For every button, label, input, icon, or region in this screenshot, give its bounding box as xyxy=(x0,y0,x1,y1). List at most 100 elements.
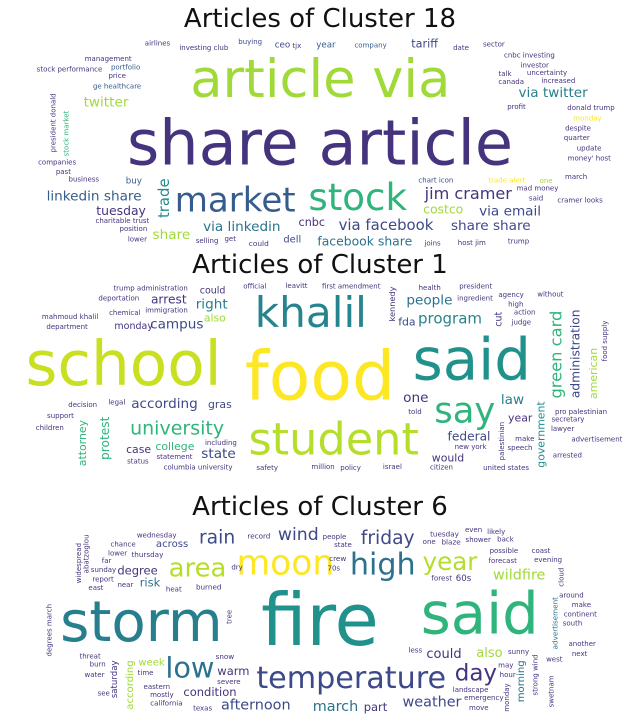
cloud-word: day xyxy=(455,661,497,687)
cloud-word: israel xyxy=(383,463,402,471)
cloud-word: support xyxy=(47,412,74,420)
cloud-word: share xyxy=(153,227,191,243)
cloud-word: selling xyxy=(196,237,219,245)
cloud-word: possible xyxy=(490,547,519,555)
cloud-word: record xyxy=(247,532,270,541)
cloud-word: donald trump xyxy=(567,104,615,112)
cloud-word: back xyxy=(497,536,515,544)
cloud-word: time xyxy=(138,669,154,677)
cloud-word: united states xyxy=(483,464,529,472)
cloud-word: severe xyxy=(217,678,240,686)
cloud-word: march xyxy=(565,173,587,181)
cloud-word: likely xyxy=(487,528,505,536)
cloud-word: student xyxy=(248,414,418,466)
cloud-word: food supply xyxy=(601,321,609,362)
cloud-word: kennedy xyxy=(387,286,397,321)
cloud-word: degrees march xyxy=(46,604,54,657)
cloud-word: wind xyxy=(278,525,319,545)
cloud-word: columbia university xyxy=(164,464,233,472)
cloud-word: uncertainty xyxy=(527,69,567,77)
cloud-word: green card xyxy=(547,311,566,399)
cloud-word: burned xyxy=(196,583,222,592)
cloud-word: food xyxy=(245,338,395,417)
cloud-word: thursday xyxy=(131,550,164,559)
cloud-word: morning xyxy=(516,660,527,702)
cloud-word: president donald xyxy=(50,93,58,152)
cloud-word: eastern xyxy=(144,683,171,691)
cloud-word: date xyxy=(453,44,469,52)
cloud-word: company xyxy=(354,42,386,50)
cloud-word: sunday xyxy=(91,566,116,574)
cloud-word: ingredient xyxy=(457,294,493,302)
cloud-word: companies xyxy=(38,158,76,166)
cloud-word: business xyxy=(69,176,100,184)
cloud-word: risk xyxy=(140,576,161,590)
cloud-word: share share xyxy=(451,218,531,234)
cloud-word: palestinian xyxy=(498,422,506,460)
cloud-word: despite xyxy=(565,125,591,133)
cloud-word: snow xyxy=(216,652,235,661)
cloud-word: official xyxy=(243,282,266,290)
cloud-word: could xyxy=(249,239,269,248)
cloud-word: get xyxy=(224,235,236,243)
cloud-word: 70s xyxy=(328,565,341,573)
cloud-word: said xyxy=(529,194,543,202)
cloud-word: department xyxy=(46,323,88,331)
cloud-word: blaze xyxy=(442,537,462,546)
cloud-word: law xyxy=(501,392,524,408)
cloud-word: health xyxy=(419,284,441,292)
cloud-word: said xyxy=(421,581,539,648)
cloud-word: tariff xyxy=(411,38,438,51)
cloud-word: portfolio xyxy=(111,63,140,71)
cloud-word: khalil xyxy=(255,288,367,337)
cloud-word: administration xyxy=(568,310,582,399)
cloud-word: year xyxy=(423,547,479,576)
cloud-word: crew xyxy=(329,554,346,563)
cloud-word: ge healthcare xyxy=(93,83,141,91)
cloud-word: dry xyxy=(231,564,242,572)
cloud-word: school xyxy=(26,329,222,400)
cloud-word: tree xyxy=(226,610,234,624)
cloud-word: protest xyxy=(98,416,112,460)
cloud-word: south xyxy=(563,620,583,628)
chart-title: Articles of Cluster 18 xyxy=(183,4,457,34)
cloud-word: airlines xyxy=(145,40,171,48)
cloud-word: report xyxy=(92,576,114,584)
cloud-word: abatzoglou xyxy=(82,534,90,573)
cloud-word: widespread xyxy=(75,543,83,583)
cloud-word: lower xyxy=(128,236,147,244)
cloud-word: ceo xyxy=(275,40,290,50)
cloud-word: management xyxy=(85,55,132,63)
cloud-word: via email xyxy=(479,203,541,219)
cloud-word: legal xyxy=(108,398,125,406)
cloud-word: monday xyxy=(114,321,153,332)
cloud-word: cut xyxy=(493,311,504,326)
cloud-word: next xyxy=(572,650,588,658)
cloud-word: via twitter xyxy=(518,85,588,101)
cloud-word: immigration xyxy=(145,306,188,314)
cloud-word: california xyxy=(150,700,182,708)
cloud-word: secretary xyxy=(551,416,584,424)
cloud-word: rain xyxy=(199,528,235,549)
cloud-word: low xyxy=(165,650,214,684)
chart-title: Articles of Cluster 1 xyxy=(192,250,448,280)
cloud-word: forecast xyxy=(489,557,518,565)
cloud-word: cloud xyxy=(557,568,565,587)
cloud-word: continent xyxy=(564,611,597,619)
cloud-word: monday xyxy=(503,683,511,711)
cloud-word: past xyxy=(56,168,71,176)
cloud-word: another xyxy=(569,640,596,648)
cloud-word: state xyxy=(334,541,352,549)
cloud-word: east xyxy=(88,584,103,592)
cloud-word: money' host xyxy=(568,155,612,163)
cloud-word: judge xyxy=(511,319,532,327)
cloud-word: lower xyxy=(108,550,127,558)
cloud-word: said xyxy=(413,326,531,394)
cloud-word: american xyxy=(587,348,600,399)
cloud-word: attorney xyxy=(76,419,89,466)
cloud-word: decision xyxy=(68,401,97,409)
cloud-word: near xyxy=(117,581,133,589)
cloud-word: wednesday xyxy=(137,532,177,540)
cloud-word: make xyxy=(515,435,534,443)
